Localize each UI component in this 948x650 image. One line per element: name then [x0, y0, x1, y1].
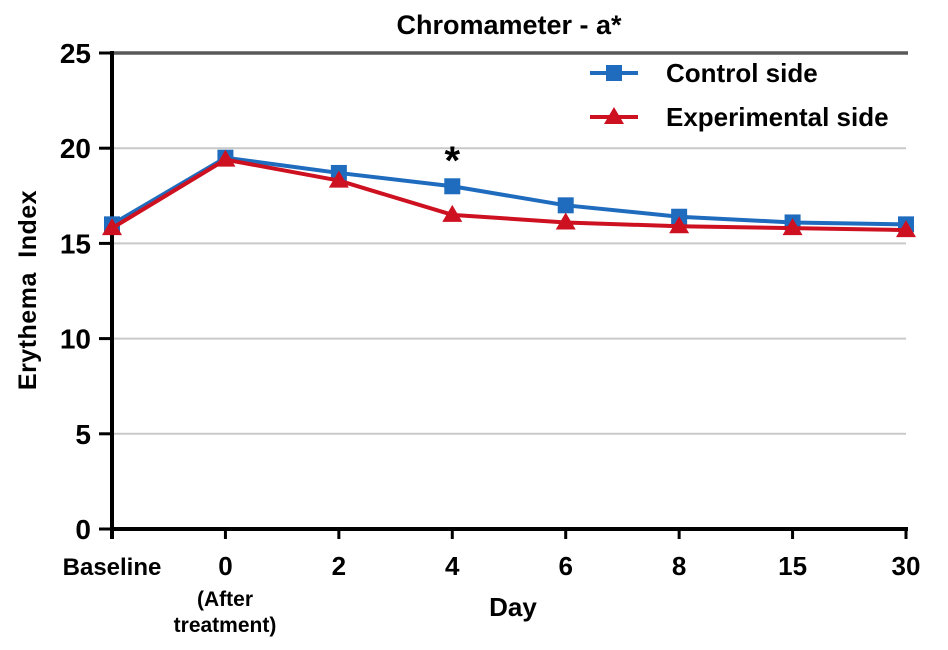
- x-tick-label-4: 4: [445, 551, 460, 581]
- x-tick-label-2: 2: [332, 551, 346, 581]
- legend-item-experimental: Experimental side: [590, 103, 889, 131]
- y-tick-label-5: 5: [75, 419, 91, 450]
- legend-label-control: Control side: [666, 58, 818, 88]
- data-point-triangle-6: [555, 212, 576, 230]
- significance-asterisk: *: [444, 138, 461, 183]
- x-tick-label-15: 15: [778, 551, 807, 581]
- x-axis-title: Day: [489, 592, 537, 622]
- data-point-triangle-30: [896, 220, 916, 238]
- data-point-triangle-4: [442, 204, 463, 222]
- x-tick-label-30: 30: [892, 551, 921, 581]
- legend-marker-triangle-icon: [590, 107, 638, 124]
- data-point-square-4: [444, 178, 461, 195]
- x-tick-label-0: 0: [218, 551, 232, 581]
- legend-label-experimental: Experimental side: [666, 102, 889, 132]
- y-tick-label-25: 25: [60, 38, 91, 69]
- y-tick-label-20: 20: [60, 133, 91, 164]
- data-point-triangle-2: [328, 170, 349, 188]
- data-point-triangle-15: [782, 218, 803, 236]
- legend: Control side Experimental side: [590, 59, 889, 147]
- data-point-square-6: [557, 197, 574, 214]
- legend-item-control: Control side: [590, 59, 889, 87]
- y-axis-title: Erythema Index: [14, 189, 42, 391]
- x-tick-label-6: 6: [558, 551, 572, 581]
- y-tick-label-15: 15: [60, 228, 91, 259]
- data-point-triangle-0: [215, 149, 236, 167]
- chart-title: Chromameter - a*: [396, 10, 622, 40]
- legend-marker-shape-0: [606, 65, 622, 81]
- legend-marker-shape-1: [604, 107, 624, 124]
- legend-marker-square-icon: [590, 65, 638, 81]
- series-line-0: [110, 155, 907, 227]
- x-tick-label-Baseline: Baseline: [63, 554, 162, 581]
- data-point-triangle-Baseline: [102, 218, 122, 236]
- x-tick-label-8: 8: [672, 551, 686, 581]
- y-tick-label-0: 0: [75, 514, 91, 545]
- data-point-triangle-8: [669, 216, 690, 234]
- series-line-1: [110, 157, 907, 233]
- y-tick-label-10: 10: [60, 324, 91, 355]
- x-sub-label-after-treatment: (After treatment): [173, 588, 277, 638]
